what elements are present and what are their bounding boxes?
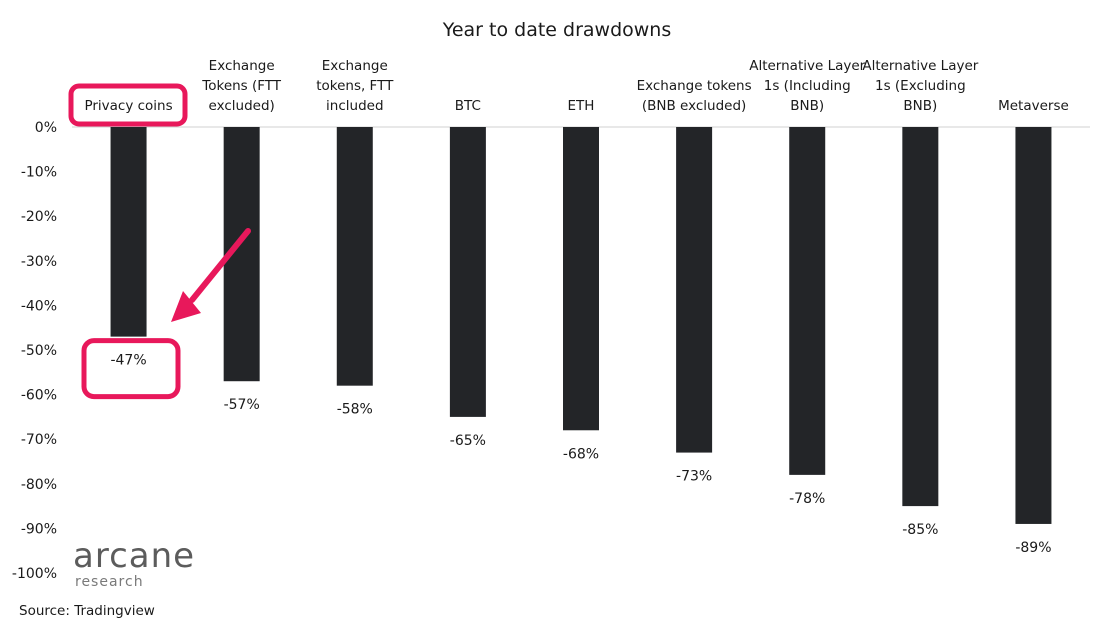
- data-label: -68%: [563, 446, 599, 462]
- y-tick-label: -10%: [21, 165, 57, 181]
- category-label: 1s (Including: [764, 78, 851, 94]
- y-tick-label: -20%: [21, 209, 57, 225]
- category-label: Exchange: [322, 58, 388, 74]
- bar: [449, 127, 486, 417]
- bar: [676, 127, 713, 453]
- data-label: -65%: [450, 433, 486, 449]
- data-label: -57%: [224, 397, 260, 413]
- logo-sub-text: research: [75, 574, 144, 590]
- y-tick-label: -40%: [21, 298, 57, 314]
- y-tick-label: -100%: [12, 566, 57, 582]
- y-tick-label: -80%: [21, 477, 57, 493]
- y-tick-label: -70%: [21, 432, 57, 448]
- category-label: BNB): [903, 98, 937, 114]
- data-label: -85%: [902, 522, 938, 538]
- y-tick-label: -90%: [21, 521, 57, 537]
- category-label: Tokens (FTT: [201, 78, 282, 94]
- y-tick-label: -60%: [21, 388, 57, 404]
- bar: [563, 127, 599, 431]
- category-label: (BNB excluded): [642, 98, 746, 114]
- category-label: Alternative Layer: [749, 58, 865, 74]
- y-tick-label: 0%: [35, 120, 57, 136]
- category-label: excluded): [209, 98, 275, 114]
- bar: [902, 127, 939, 507]
- bar: [1015, 127, 1052, 524]
- y-tick-label: -30%: [21, 254, 57, 270]
- arcane-logo: arcane research: [73, 536, 195, 590]
- category-label: Exchange: [209, 58, 275, 74]
- category-label: BTC: [455, 98, 481, 114]
- chart-title: Year to date drawdowns: [442, 19, 671, 41]
- category-label: BNB): [790, 98, 824, 114]
- bar: [110, 127, 147, 337]
- category-label: Exchange tokens: [637, 78, 752, 94]
- category-label: Alternative Layer: [862, 58, 978, 74]
- category-label: Metaverse: [998, 98, 1069, 114]
- data-label: -89%: [1015, 540, 1051, 556]
- logo-main-text: arcane: [73, 536, 195, 576]
- arrow-icon-shaft: [189, 228, 251, 303]
- category-label: tokens, FTT: [316, 78, 394, 94]
- bar: [789, 127, 826, 475]
- bar: [336, 127, 373, 386]
- data-label: -73%: [676, 469, 712, 485]
- source-note: Source: Tradingview: [19, 603, 155, 619]
- category-label: included: [326, 98, 383, 114]
- data-label: -58%: [337, 402, 373, 418]
- arrow-icon-head: [171, 291, 201, 322]
- category-label: Privacy coins: [84, 98, 172, 114]
- value-highlight-box: [81, 338, 181, 400]
- data-label: -47%: [110, 353, 146, 369]
- category-label: 1s (Excluding: [875, 78, 966, 94]
- y-tick-label: -50%: [21, 343, 57, 359]
- category-label: ETH: [568, 98, 595, 114]
- data-label: -78%: [789, 491, 825, 507]
- category-highlight-box: [68, 83, 188, 127]
